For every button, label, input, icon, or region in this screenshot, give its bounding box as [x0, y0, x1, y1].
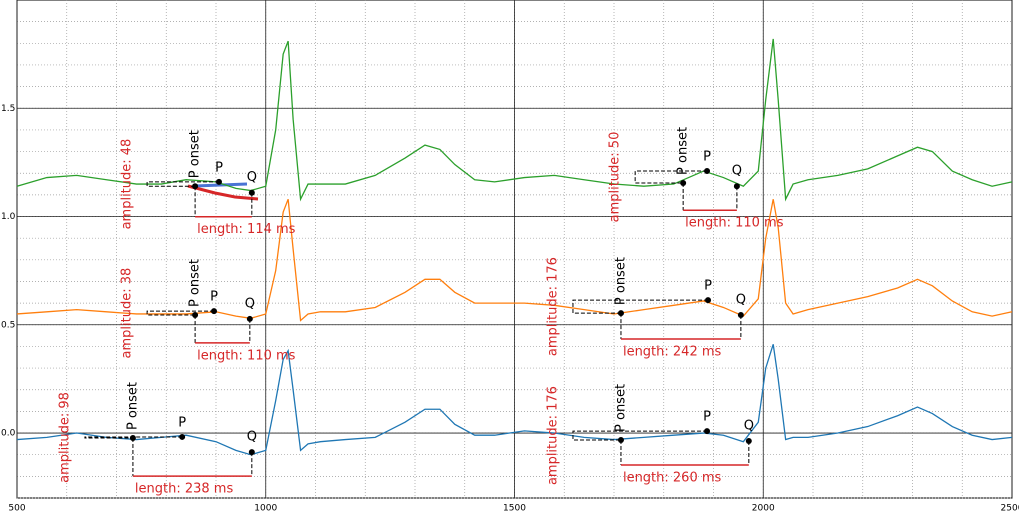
y-tick-label: 0.0	[1, 429, 16, 439]
p-label: P	[704, 279, 712, 294]
amplitude-box	[146, 181, 219, 187]
onset-point	[680, 179, 687, 186]
length-label: length: 242 ms	[623, 345, 722, 360]
amplitude-label: amplitude: 176	[545, 257, 560, 356]
onset-point	[617, 436, 624, 443]
ecg-line	[16, 38, 1013, 202]
p-label: P	[210, 290, 218, 305]
onset-label: P onset	[676, 127, 691, 175]
amplitude-box	[146, 310, 215, 316]
length-label: length: 260 ms	[623, 471, 722, 486]
q-point	[737, 312, 744, 319]
y-tick-label: 1.5	[1, 104, 15, 114]
x-tick-label: 2000	[752, 504, 775, 514]
y-tick-label: 0.5	[1, 320, 15, 330]
p-point	[211, 308, 218, 315]
length-label: length: 114 ms	[197, 222, 296, 237]
onset-point	[617, 310, 624, 317]
amplitude-label: amplitude: 38	[120, 268, 135, 359]
q-label: Q	[744, 419, 754, 434]
p-point	[179, 433, 186, 440]
onset-label: P onset	[613, 257, 628, 305]
x-tick-label: 1500	[503, 504, 526, 514]
onset-label: P onset	[188, 259, 203, 307]
p-label: P	[703, 410, 711, 425]
amplitude-label: amplitude: 50	[608, 132, 623, 223]
slope-line	[194, 182, 248, 188]
p-point	[704, 428, 711, 435]
onset-label: P onset	[613, 384, 628, 432]
q-point	[246, 315, 253, 322]
onset-point	[192, 183, 199, 190]
length-label: length: 110 ms	[685, 216, 784, 231]
q-label: Q	[247, 170, 257, 185]
length-label: length: 238 ms	[135, 482, 234, 497]
p-label: P	[215, 160, 223, 175]
x-tick-label: 1000	[254, 504, 277, 514]
q-label: Q	[245, 296, 255, 311]
p-label: P	[703, 150, 711, 165]
ecg-line	[16, 198, 1013, 322]
length-label: length: 110 ms	[197, 348, 296, 363]
onset-point	[129, 435, 136, 442]
q-label: Q	[247, 430, 257, 445]
q-label: Q	[732, 164, 742, 179]
q-point	[248, 189, 255, 196]
q-label: Q	[736, 293, 746, 308]
ecg-line	[16, 344, 1013, 456]
onset-label: P onset	[188, 130, 203, 178]
amplitude-label: amplitude: 176	[545, 386, 560, 485]
p-point	[705, 297, 712, 304]
q-point	[248, 449, 255, 456]
x-tick-label: 500	[8, 504, 25, 514]
p-point	[704, 168, 711, 175]
amplitude-label: amplitude: 98	[57, 392, 72, 483]
amplitude-label: amplitude: 48	[120, 139, 135, 230]
q-point	[733, 183, 740, 190]
amplitude-box	[572, 430, 708, 441]
p-label: P	[178, 415, 186, 430]
onset-point	[192, 312, 199, 319]
p-point	[215, 178, 222, 185]
y-tick-label: 1.0	[1, 212, 16, 222]
slope-line	[187, 184, 259, 201]
amplitude-box	[572, 299, 709, 314]
onset-label: P onset	[125, 382, 140, 430]
q-point	[745, 438, 752, 445]
